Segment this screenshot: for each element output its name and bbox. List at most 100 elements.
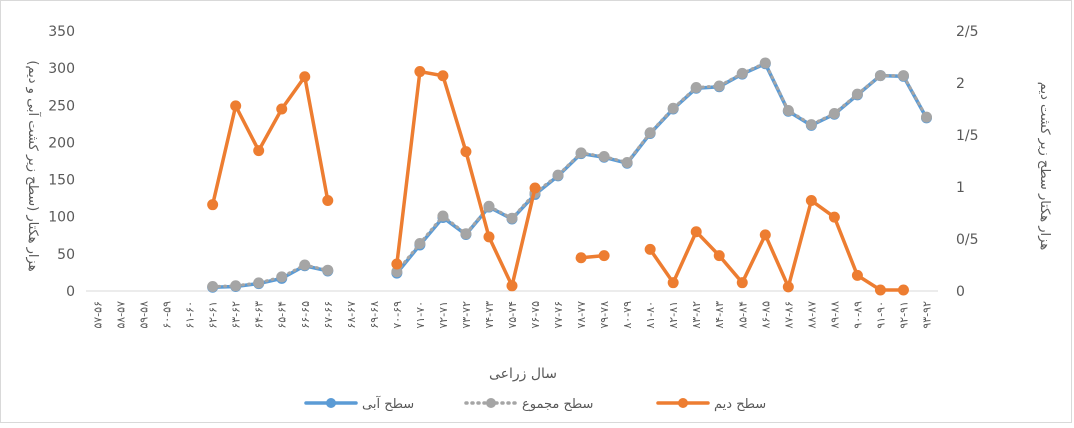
y-left-tick-label: 200 [48, 135, 75, 151]
x-tick-label: ۶۱-۶۰ [184, 301, 197, 329]
y-left-tick-label: 350 [48, 24, 75, 40]
data-point [437, 70, 449, 82]
y-axis-title-right: هزار هکتار سطح زیر کشت دیم [1037, 82, 1052, 251]
series-line [648, 198, 906, 292]
x-tick-label: ۵۹-۵۸ [138, 301, 151, 329]
x-tick-label: ۷۱-۷۰ [414, 301, 427, 329]
data-point [207, 281, 219, 293]
series-1 [207, 58, 932, 293]
data-point [759, 229, 771, 241]
data-point [230, 100, 242, 112]
data-point [690, 226, 702, 238]
data-point [851, 269, 863, 281]
data-point [644, 127, 656, 139]
x-tick-label: ۶۴-۶۳ [253, 301, 266, 329]
x-tick-label: ۷۲-۷۱ [437, 301, 450, 329]
series-line [395, 61, 928, 274]
legend-label: سطح مجموع [522, 397, 593, 412]
x-tick-label: ۷۶-۷۵ [529, 301, 542, 329]
y-right-tick-label: 1/5 [956, 128, 979, 144]
axes: 0 50 100 150 200 250 300 350 0 0/5 1 1/5 2 2/5 ۵۷-۵۶ ۵۸… [48, 24, 978, 329]
legend-marker [326, 398, 336, 408]
x-tick-label: ۸۶-۸۵ [759, 301, 772, 329]
data-point [506, 212, 518, 224]
data-point [299, 71, 311, 83]
data-point [644, 243, 656, 255]
y-left-tick-label: 300 [48, 61, 75, 77]
legend-marker [678, 398, 688, 408]
legend-marker [486, 398, 496, 408]
data-point [920, 111, 932, 123]
x-tick-label: ۸۰-۷۹ [621, 301, 634, 329]
x-tick-label: ۸۹-۸۸ [828, 301, 841, 329]
y-right-tick-label: 1 [956, 180, 965, 196]
series-line [210, 75, 330, 207]
data-point [230, 280, 242, 292]
data-point [414, 237, 426, 249]
x-tick-label: ۷۹-۷۸ [598, 301, 611, 329]
x-tick-label: ۶۵-۶۴ [276, 301, 289, 329]
legend-label: سطح آبی [362, 395, 414, 412]
data-point [621, 156, 633, 168]
data-point [529, 182, 541, 194]
data-point [874, 70, 886, 82]
legend-label: سطح دیم [714, 397, 766, 412]
y-right-tick-label: 2 [956, 76, 965, 92]
data-point [828, 107, 840, 119]
y-right-tick-label: 0/5 [956, 232, 979, 248]
x-axis-title: سال زراعی [489, 366, 557, 382]
x-tick-label: ۶۶-۶۵ [299, 301, 312, 329]
data-point [276, 271, 288, 283]
data-point [782, 104, 794, 116]
data-point [575, 252, 587, 264]
x-tick-label: ۷۸-۷۷ [575, 301, 588, 329]
legend: سطح آبی سطح مجموع سطح دیم [304, 395, 766, 412]
x-tick-label: ۷۰-۶۹ [391, 301, 404, 329]
x-tick-label: ۸۴-۸۳ [713, 301, 726, 329]
data-point [322, 264, 334, 276]
data-point [667, 102, 679, 114]
data-point [874, 284, 886, 296]
x-tick-label: ۸۵-۸۴ [736, 301, 749, 329]
data-point [713, 80, 725, 92]
data-point [736, 67, 748, 79]
data-point [897, 284, 909, 296]
y-right-tick-label: 2/5 [956, 24, 979, 40]
data-point [207, 199, 219, 211]
x-tick-label: ۹۲-۹۱ [897, 301, 910, 329]
x-tick-label: ۷۵-۷۴ [506, 301, 519, 329]
data-point [437, 210, 449, 222]
data-point [253, 277, 265, 289]
data-point [805, 119, 817, 131]
x-tick-label: ۸۷-۸۶ [782, 301, 795, 329]
data-point [782, 281, 794, 293]
x-tick-label: ۶۹-۶۸ [368, 301, 381, 329]
y-left-tick-label: 250 [48, 98, 75, 114]
x-tick-label: ۹۰-۸۹ [851, 301, 864, 329]
x-tick-label: ۸۱-۸۰ [644, 301, 657, 329]
series-line [210, 263, 330, 290]
y-left-tick-label: 150 [48, 173, 75, 189]
x-tick-label: ۵۷-۵۶ [92, 301, 105, 329]
x-tick-label: ۶۳-۶۲ [230, 301, 243, 329]
x-tick-label: ۷۷-۷۶ [552, 301, 565, 329]
y-left-tick-label: 50 [57, 247, 75, 263]
x-tick-label: ۸۳-۸۲ [690, 301, 703, 329]
data-point [299, 259, 311, 271]
y-right-tick-label: 0 [956, 284, 965, 300]
data-point [828, 211, 840, 223]
x-tick-label: ۷۳-۷۲ [460, 301, 473, 329]
data-point [690, 81, 702, 93]
data-point [391, 258, 403, 270]
x-tick-label: ۶۸-۶۷ [345, 301, 358, 329]
data-point [552, 169, 564, 181]
series-2 [207, 57, 932, 293]
series-3 [207, 66, 909, 296]
data-point [483, 200, 495, 212]
data-point [805, 195, 817, 207]
data-point [575, 147, 587, 159]
data-point [460, 146, 472, 158]
x-tick-label: ۶۲-۶۱ [207, 301, 220, 329]
